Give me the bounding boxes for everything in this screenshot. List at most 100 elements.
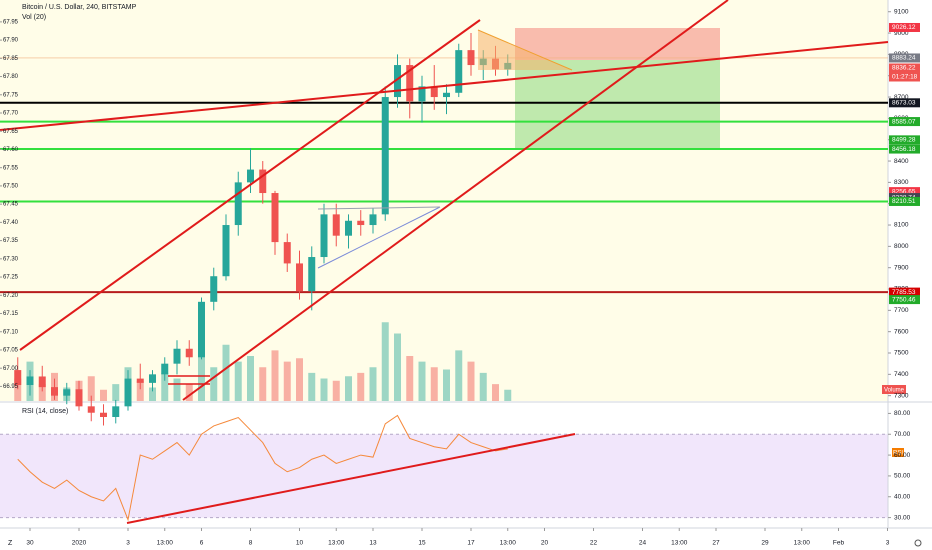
- volume-bar: [308, 372, 316, 401]
- x-tick-label: 13: [369, 540, 377, 547]
- x-tick-label: 8: [249, 540, 253, 547]
- volume-bar: [136, 380, 144, 401]
- y-left-tick-label: 67.30: [3, 256, 19, 262]
- volume-bar: [234, 361, 242, 401]
- x-tick-label: 15: [418, 540, 426, 547]
- volume-bar: [185, 384, 193, 401]
- candle-body: [210, 276, 218, 302]
- price-label: 8256.65: [892, 188, 916, 195]
- candle-body: [222, 225, 230, 277]
- candle-body: [381, 97, 389, 215]
- candle-body: [185, 348, 193, 358]
- candle-body: [87, 406, 95, 413]
- volume-title: Vol (20): [22, 14, 46, 21]
- candle-body: [271, 193, 279, 243]
- y-tick-label: 8400: [894, 158, 909, 165]
- y-left-tick-label: 67.15: [3, 311, 19, 317]
- candle-body: [283, 242, 291, 264]
- y-left-tick-label: 66.95: [3, 384, 19, 390]
- triangle-line: [317, 206, 441, 210]
- candle-body: [357, 220, 365, 226]
- price-label: 8883.24: [892, 55, 916, 62]
- price-label-bg: [889, 22, 920, 32]
- stop-zone: [515, 28, 720, 60]
- x-tick-label: 13:00: [157, 540, 174, 547]
- candle-body: [345, 220, 352, 236]
- x-tick-label: 29: [761, 540, 769, 547]
- y-left-tick-label: 67.90: [3, 38, 19, 44]
- x-tick-label: 2020: [72, 540, 87, 547]
- candle-body: [63, 389, 71, 396]
- countdown: 01:27:18: [892, 74, 918, 81]
- x-tick-label: 22: [590, 540, 598, 547]
- y-tick-label: 7400: [894, 371, 909, 378]
- wedge-edge: [477, 29, 573, 71]
- candle-body: [173, 348, 181, 364]
- volume-bar: [369, 367, 377, 401]
- volume-bar: [259, 367, 267, 401]
- x-tick-label: 27: [712, 540, 720, 547]
- trend-line: [0, 41, 889, 131]
- candle-body: [124, 378, 132, 407]
- price-label-bg: [889, 196, 920, 206]
- price-label: 7750.46: [892, 296, 916, 303]
- x-tick-label: 13:00: [671, 540, 688, 547]
- y-tick-label: 8700: [894, 94, 909, 101]
- candle-body: [332, 214, 340, 236]
- y-left-tick-label: 67.70: [3, 111, 19, 117]
- candle-body: [149, 374, 156, 383]
- volume-bar: [222, 344, 230, 401]
- x-tick-label: 24: [639, 540, 647, 547]
- settings-icon[interactable]: [914, 539, 922, 547]
- candle-body: [26, 376, 34, 386]
- price-label-bg: [889, 295, 920, 305]
- candle-body: [394, 65, 401, 98]
- x-tick-label: 20: [541, 540, 549, 547]
- y-left-tick-label: 67.35: [3, 238, 19, 244]
- rsi-badge-bg: [892, 448, 904, 457]
- x-tick-label: 3: [126, 540, 130, 547]
- y-left-tick-label: 67.00: [3, 366, 19, 372]
- rsi-tick-label: 50.00: [894, 473, 911, 480]
- x-tick-label: 13:00: [500, 540, 517, 547]
- price-label-bg: [889, 53, 920, 63]
- x-tick-label: 17: [467, 540, 475, 547]
- candle-body: [430, 86, 438, 98]
- price-label: 8456.18: [892, 146, 916, 153]
- volume-bar: [320, 378, 328, 401]
- y-tick-label: 8000: [894, 243, 909, 250]
- volume-bar: [443, 369, 450, 401]
- x-tick-label: 6: [200, 540, 204, 547]
- y-tick-label: 7300: [894, 392, 909, 399]
- volume-bar: [100, 389, 107, 401]
- y-left-tick-label: 67.95: [3, 19, 19, 25]
- candle-body: [38, 376, 46, 388]
- volume-bar: [332, 380, 340, 401]
- price-label: 7785.53: [892, 289, 916, 296]
- volume-bar: [504, 389, 512, 401]
- y-tick-label: 8100: [894, 222, 909, 229]
- volume-bar: [161, 372, 169, 401]
- volume-bar: [38, 384, 46, 401]
- volume-bar: [271, 350, 279, 401]
- y-tick-label: 7700: [894, 307, 909, 314]
- y-tick-label: 7500: [894, 350, 909, 357]
- y-left-tick-label: 67.50: [3, 183, 19, 189]
- rsi-tick-label: 40.00: [894, 493, 911, 500]
- candle-body: [259, 169, 267, 194]
- volume-bar: [418, 361, 426, 401]
- y-left-tick-label: 67.85: [3, 56, 19, 62]
- rsi-band: [0, 434, 888, 518]
- candle-body: [406, 65, 414, 102]
- volume-badge-bg: [882, 385, 906, 394]
- price-label: 8499.28: [892, 137, 916, 144]
- candle-body: [455, 50, 463, 93]
- rsi-line: [17, 414, 508, 522]
- volume-bar: [479, 372, 487, 401]
- x-tick-label: 10: [296, 540, 304, 547]
- countdown-bg: [889, 72, 920, 82]
- volume-bar: [394, 333, 401, 401]
- y-tick-label: 9000: [894, 30, 909, 37]
- price-label-bg: [889, 117, 920, 127]
